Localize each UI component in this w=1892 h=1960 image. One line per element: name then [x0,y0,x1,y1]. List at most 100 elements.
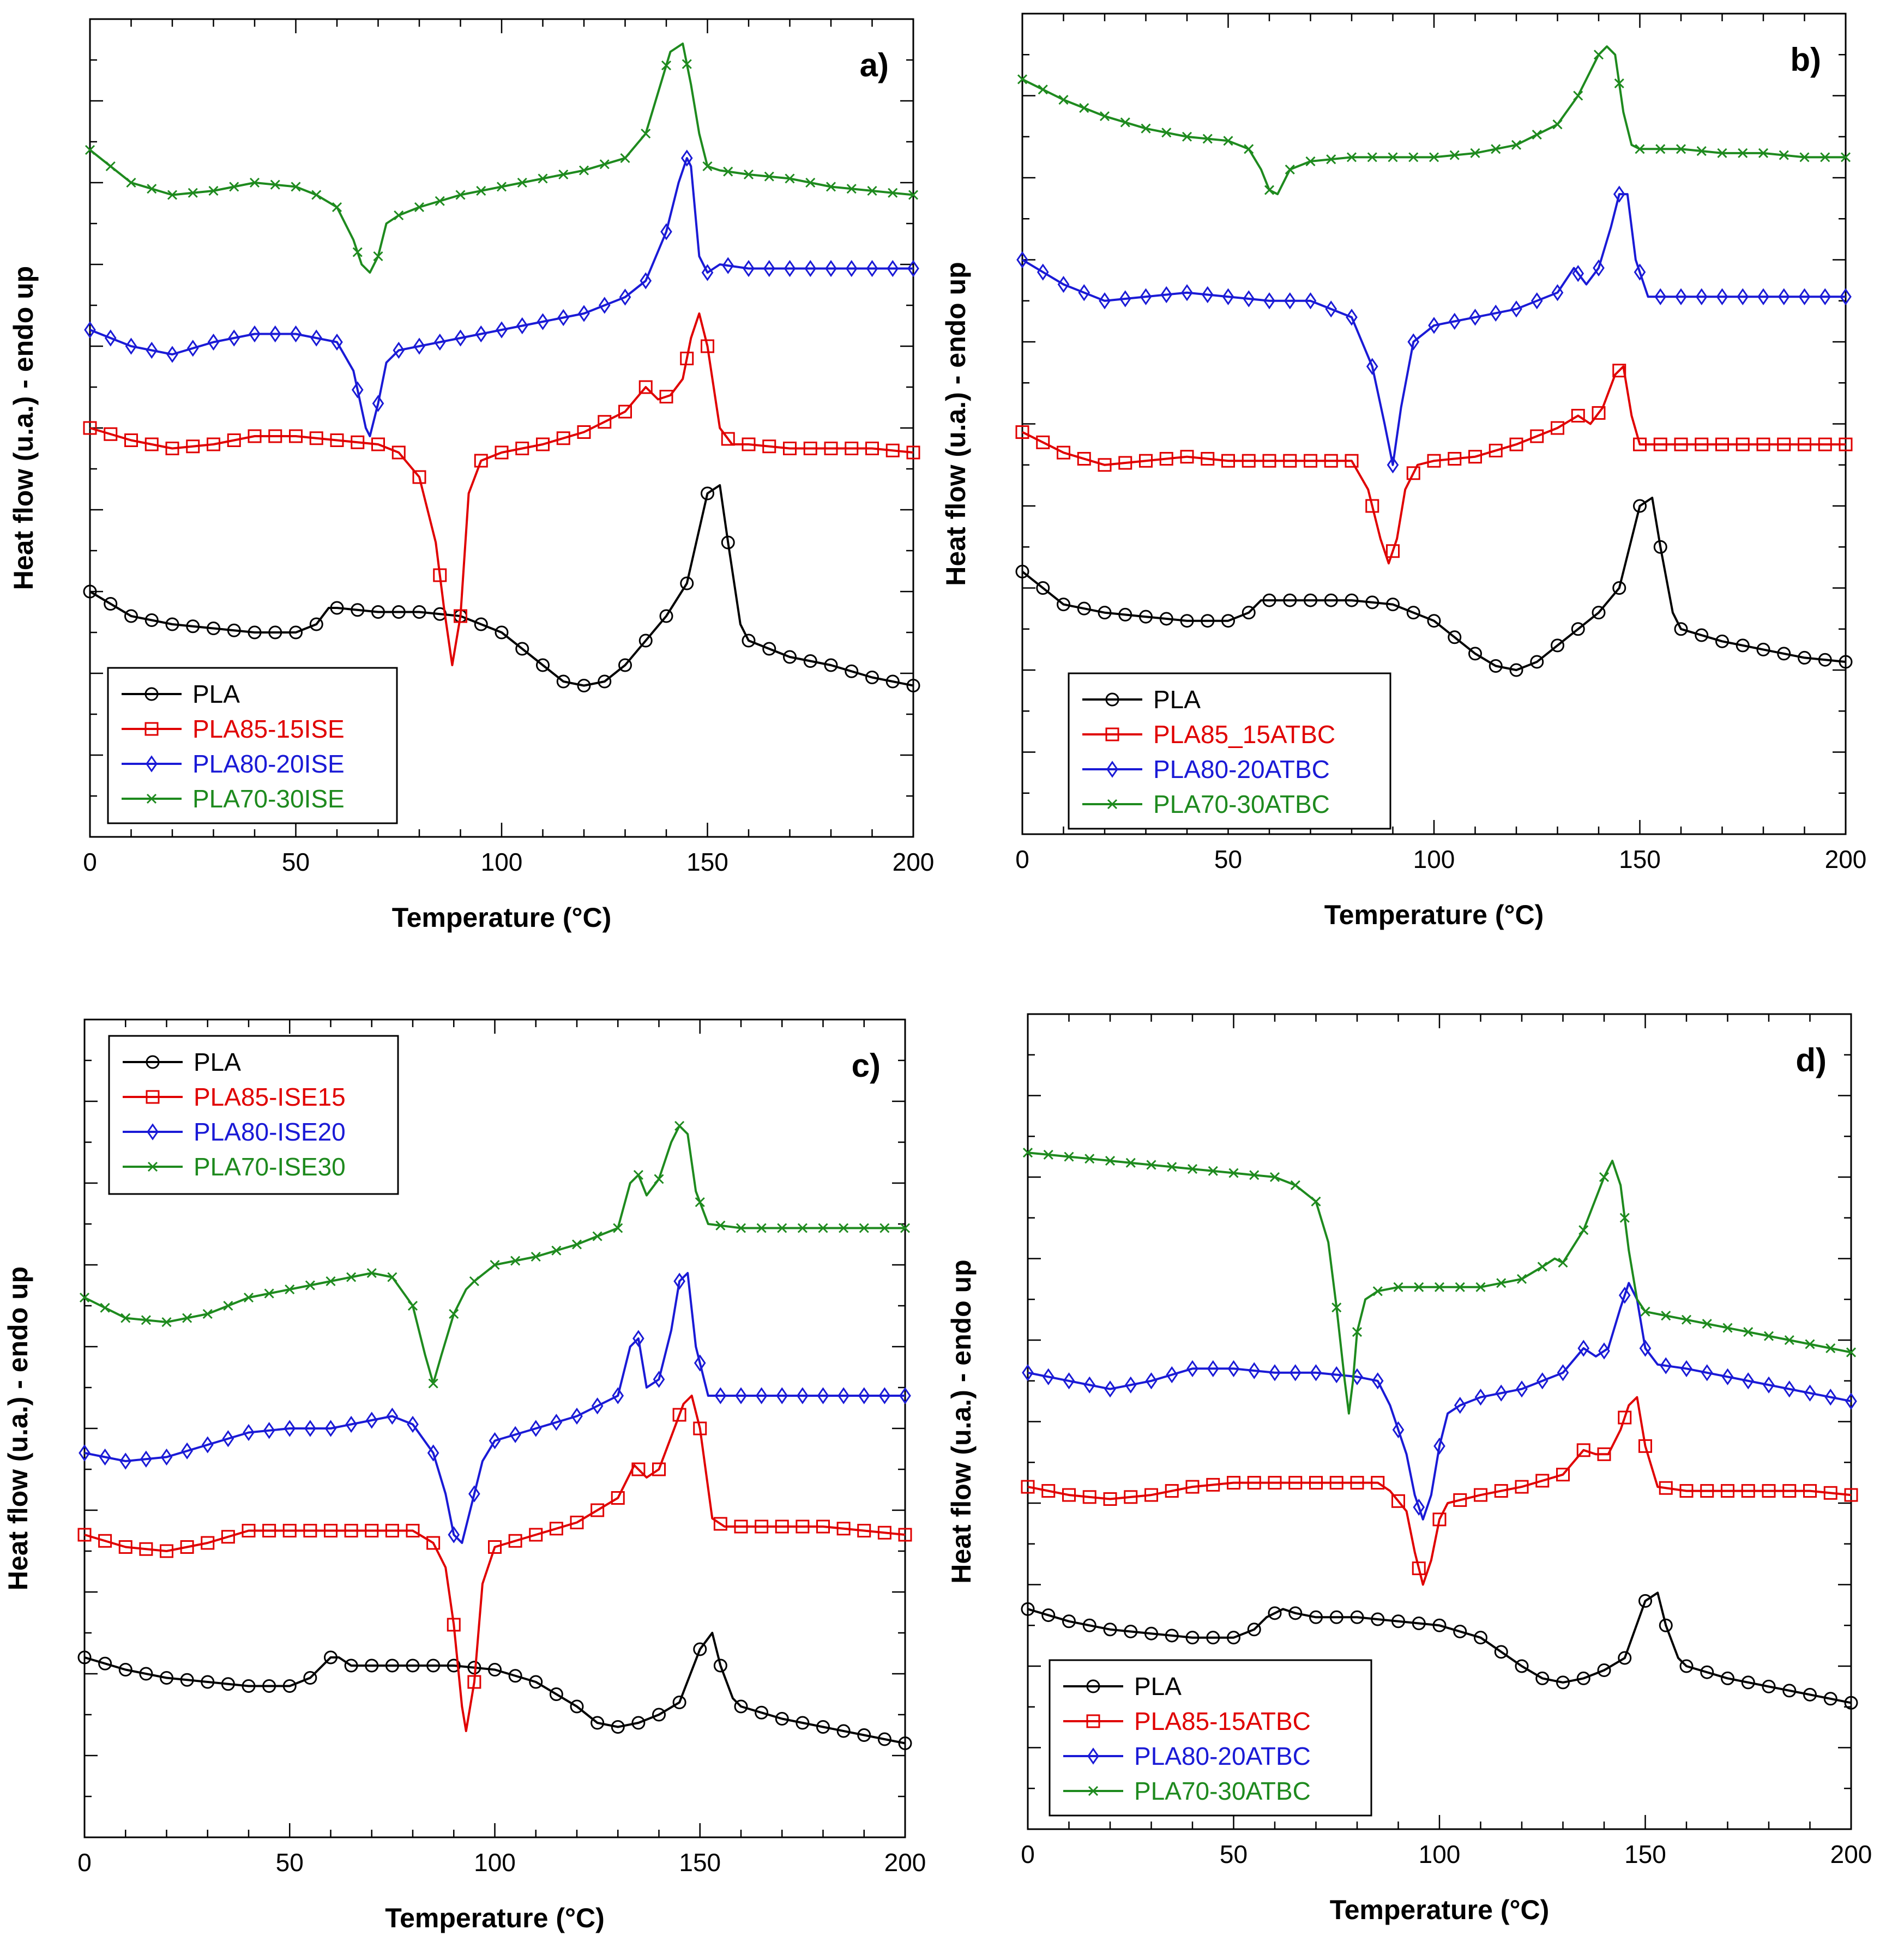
data-point-pla85-15atbc [1118,456,1132,470]
data-point-pla [1201,614,1215,628]
data-point-pla85-15atbc [1453,1493,1467,1507]
data-point-pla80-20atbc [1222,288,1234,305]
data-point-pla80-20atbc [1181,284,1193,301]
data-point-pla [1015,564,1029,578]
data-point-pla80-20atbc [1243,290,1255,307]
data-point-pla70-30ise [291,182,301,192]
legend-marker [146,755,158,773]
data-point-pla80-20atbc [1469,309,1481,326]
data-point-pla [385,1659,399,1673]
data-point-pla85-15atbc [1227,1476,1240,1490]
data-point-pla80-20ise [249,325,261,343]
data-point-pla70-30ise [249,177,260,188]
data-point-pla70-ise30 [797,1223,808,1233]
data-point-pla70-30ise [435,196,445,206]
data-point-pla80-20atbc [1201,286,1214,304]
data-point-pla80-20atbc [1510,300,1522,318]
data-point-pla80-20ise [619,288,631,306]
data-point-pla [248,625,262,640]
data-point-pla80-ise20 [79,1444,91,1462]
data-point-pla [1329,1610,1343,1624]
data-point-pla [836,1724,851,1738]
data-point-pla85-ise15 [529,1528,543,1542]
data-point-pla70-30ise [455,190,466,200]
data-point-pla [1103,1623,1117,1637]
data-point-pla85-15ise [721,432,735,446]
data-point-pla [165,617,179,631]
data-point-pla [796,1716,810,1730]
data-point-pla [857,1728,871,1742]
legend-entry-pla70-30atbc: PLA70-30ATBC [1082,790,1330,818]
data-point-pla85-15atbc [1036,435,1050,449]
data-point-pla [1021,1602,1035,1616]
data-point-pla80-20ise [804,260,817,278]
data-point-pla70-ise30 [551,1245,562,1256]
data-point-pla70-ise30 [715,1220,726,1231]
data-point-pla [611,1720,625,1734]
data-point-pla85-ise15 [467,1675,481,1689]
data-point-pla80-ise20 [304,1420,316,1437]
data-point-pla70-ise30 [243,1292,254,1303]
data-point-pla85-15ise [454,609,467,623]
data-point-pla85-15atbc [1288,1476,1303,1490]
data-point-pla70-ise30 [592,1231,602,1241]
data-point-pla70-30atbc [1578,1225,1589,1235]
data-point-pla85-ise15 [180,1540,194,1554]
data-point-pla [775,1712,789,1726]
x-tick-label: 50 [282,848,310,876]
data-point-pla70-30atbc [1202,134,1213,144]
data-point-pla70-30ise [208,185,219,196]
legend-entry-pla: PLA [122,680,240,708]
data-point-pla85-15atbc [1309,1476,1323,1490]
data-point-pla [1618,1651,1632,1665]
data-point-pla70-30ise [908,190,919,200]
data-point-pla85-15atbc [1551,421,1564,435]
x-tick-label: 100 [1413,845,1455,873]
data-point-pla85-15ise [412,470,426,484]
data-point-pla85-15atbc [1700,1484,1714,1498]
series-pla [83,484,920,692]
legend-entry-pla: PLA [1082,685,1201,714]
data-point-pla85-15atbc [1653,437,1667,451]
data-point-pla85-15atbc [1679,1484,1694,1498]
data-point-pla70-ise30 [79,1292,90,1303]
data-point-pla80-20ise [660,223,672,240]
data-point-pla70-30ise [105,161,116,172]
data-point-pla80-20ise [228,329,240,347]
data-point-pla85-ise15 [385,1524,399,1537]
data-point-pla85-15atbc [1021,1480,1035,1494]
data-point-pla85-ise15 [549,1522,563,1536]
data-point-pla80-ise20 [755,1387,768,1404]
data-point-pla70-ise30 [346,1272,357,1282]
data-point-pla85-15atbc [1509,437,1523,451]
data-point-pla80-20atbc [1598,1342,1610,1360]
data-point-pla [618,658,632,672]
data-point-pla85-15atbc [1659,1481,1673,1495]
data-point-pla [1185,1631,1200,1645]
legend-marker [146,793,157,804]
data-point-pla70-30atbc [1346,152,1357,162]
data-point-pla80-ise20 [489,1432,501,1450]
data-point-pla [1674,622,1688,636]
legend-marker [144,722,159,736]
data-point-pla [885,674,900,689]
data-point-pla85-15atbc [1345,454,1359,468]
data-point-pla80-20atbc [1634,263,1646,281]
data-point-pla85-15ise [227,433,241,447]
data-point-pla80-20ise [269,325,281,343]
data-point-pla [1756,642,1770,656]
data-point-pla85-15ise [638,380,653,394]
data-point-pla80-20atbc [1063,1372,1075,1390]
data-point-pla80-ise20 [448,1526,460,1543]
legend: PLA PLA85-15ATBC PLA80-20ATBC PLA70-30ATBC [1049,1659,1372,1817]
data-point-pla85-15ise [144,437,159,451]
data-point-pla85-15atbc [1674,437,1688,451]
data-point-pla85-15atbc [1592,406,1606,420]
data-point-pla70-30atbc [1161,128,1172,138]
data-point-pla80-20atbc [1618,1287,1631,1304]
data-point-pla85-15atbc [1057,445,1070,460]
data-point-pla [1180,614,1194,628]
data-point-pla85-15atbc [1041,1484,1056,1498]
y-axis-title: Heat flow (u.a.) - endo up [8,266,39,590]
data-point-pla80-20atbc [1166,1366,1178,1384]
